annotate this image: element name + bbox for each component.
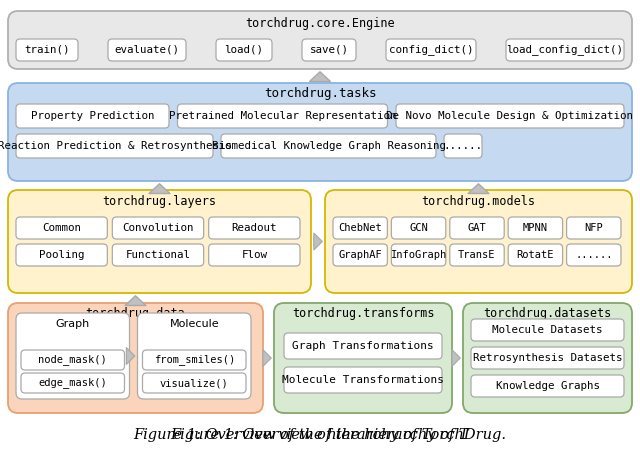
Text: ChebNet: ChebNet: [339, 223, 382, 233]
Text: Graph: Graph: [56, 319, 90, 329]
Text: Readout: Readout: [232, 223, 277, 233]
FancyBboxPatch shape: [333, 217, 387, 239]
Text: evaluate(): evaluate(): [115, 45, 179, 55]
Text: InfoGraph: InfoGraph: [390, 250, 447, 260]
FancyBboxPatch shape: [386, 39, 476, 61]
Text: Retrosynthesis Datasets: Retrosynthesis Datasets: [473, 353, 622, 363]
FancyBboxPatch shape: [216, 39, 272, 61]
FancyBboxPatch shape: [450, 217, 504, 239]
Text: GCN: GCN: [409, 223, 428, 233]
FancyBboxPatch shape: [8, 190, 311, 293]
Text: torchdrug.layers: torchdrug.layers: [102, 194, 216, 207]
FancyBboxPatch shape: [325, 190, 632, 293]
Text: Reaction Prediction & Retrosynthesis: Reaction Prediction & Retrosynthesis: [0, 141, 232, 151]
FancyBboxPatch shape: [8, 303, 263, 413]
FancyBboxPatch shape: [471, 347, 624, 369]
FancyBboxPatch shape: [566, 217, 621, 239]
FancyBboxPatch shape: [471, 375, 624, 397]
FancyBboxPatch shape: [463, 303, 632, 413]
FancyBboxPatch shape: [108, 39, 186, 61]
Text: Property Prediction: Property Prediction: [31, 111, 154, 121]
Text: Molecule: Molecule: [170, 319, 219, 329]
FancyBboxPatch shape: [284, 333, 442, 359]
FancyBboxPatch shape: [138, 313, 251, 399]
Text: Molecule Transformations: Molecule Transformations: [282, 375, 444, 385]
FancyBboxPatch shape: [444, 134, 482, 158]
Text: GraphAF: GraphAF: [339, 250, 382, 260]
Text: node_mask(): node_mask(): [38, 355, 107, 365]
FancyBboxPatch shape: [113, 217, 204, 239]
Text: Figure 1: Overview of the hierarchy of TorchDrug.: Figure 1: Overview of the hierarchy of T…: [134, 428, 506, 442]
FancyBboxPatch shape: [566, 244, 621, 266]
FancyBboxPatch shape: [209, 217, 300, 239]
Text: Graph Transformations: Graph Transformations: [292, 341, 434, 351]
FancyBboxPatch shape: [450, 244, 504, 266]
Text: config_dict(): config_dict(): [388, 44, 473, 56]
FancyBboxPatch shape: [392, 244, 446, 266]
FancyBboxPatch shape: [396, 104, 624, 128]
Text: Molecule Datasets: Molecule Datasets: [492, 325, 603, 335]
Text: torchdrug.tasks: torchdrug.tasks: [264, 88, 376, 101]
Text: torchdrug.data: torchdrug.data: [86, 307, 186, 320]
Text: visualize(): visualize(): [160, 378, 228, 388]
FancyBboxPatch shape: [333, 244, 387, 266]
Text: load(): load(): [225, 45, 264, 55]
Text: De Novo Molecule Design & Optimization: De Novo Molecule Design & Optimization: [387, 111, 634, 121]
Text: torchdrug.models: torchdrug.models: [422, 194, 536, 207]
Text: edge_mask(): edge_mask(): [38, 378, 107, 388]
Text: Flow: Flow: [241, 250, 268, 260]
Text: load_config_dict(): load_config_dict(): [506, 44, 623, 56]
FancyBboxPatch shape: [16, 313, 129, 399]
Text: MPNN: MPNN: [523, 223, 548, 233]
Text: torchdrug.datasets: torchdrug.datasets: [483, 307, 612, 320]
FancyBboxPatch shape: [143, 350, 246, 370]
Text: Knowledge Graphs: Knowledge Graphs: [495, 381, 600, 391]
Text: TransE: TransE: [458, 250, 496, 260]
Text: Figure 1: Overview of the hierarchy of T: Figure 1: Overview of the hierarchy of T: [171, 428, 469, 442]
FancyBboxPatch shape: [392, 217, 446, 239]
FancyBboxPatch shape: [506, 39, 624, 61]
FancyBboxPatch shape: [113, 244, 204, 266]
FancyBboxPatch shape: [177, 104, 387, 128]
FancyBboxPatch shape: [8, 11, 632, 69]
Text: save(): save(): [310, 45, 349, 55]
FancyBboxPatch shape: [209, 244, 300, 266]
Text: Functional: Functional: [125, 250, 191, 260]
Text: ......: ......: [444, 141, 483, 151]
FancyBboxPatch shape: [21, 350, 125, 370]
FancyBboxPatch shape: [16, 104, 169, 128]
FancyBboxPatch shape: [16, 244, 108, 266]
Text: Pooling: Pooling: [39, 250, 84, 260]
Text: torchdrug.core.Engine: torchdrug.core.Engine: [245, 17, 395, 30]
Text: Convolution: Convolution: [122, 223, 194, 233]
FancyBboxPatch shape: [274, 303, 452, 413]
Text: Biomedical Knowledge Graph Reasoning: Biomedical Knowledge Graph Reasoning: [211, 141, 445, 151]
Text: GAT: GAT: [468, 223, 486, 233]
Text: torchdrug.transforms: torchdrug.transforms: [292, 307, 435, 320]
FancyBboxPatch shape: [16, 134, 213, 158]
FancyBboxPatch shape: [302, 39, 356, 61]
FancyBboxPatch shape: [143, 373, 246, 393]
Text: RotatE: RotatE: [516, 250, 554, 260]
Text: ......: ......: [575, 250, 612, 260]
Text: Pretrained Molecular Representation: Pretrained Molecular Representation: [169, 111, 396, 121]
Text: Common: Common: [42, 223, 81, 233]
FancyBboxPatch shape: [8, 83, 632, 181]
FancyBboxPatch shape: [508, 217, 563, 239]
Text: train(): train(): [24, 45, 70, 55]
FancyBboxPatch shape: [471, 319, 624, 341]
FancyBboxPatch shape: [21, 373, 125, 393]
FancyBboxPatch shape: [284, 367, 442, 393]
FancyBboxPatch shape: [16, 217, 108, 239]
Text: from_smiles(): from_smiles(): [154, 355, 235, 365]
FancyBboxPatch shape: [16, 39, 78, 61]
FancyBboxPatch shape: [221, 134, 436, 158]
FancyBboxPatch shape: [508, 244, 563, 266]
Text: NFP: NFP: [584, 223, 603, 233]
